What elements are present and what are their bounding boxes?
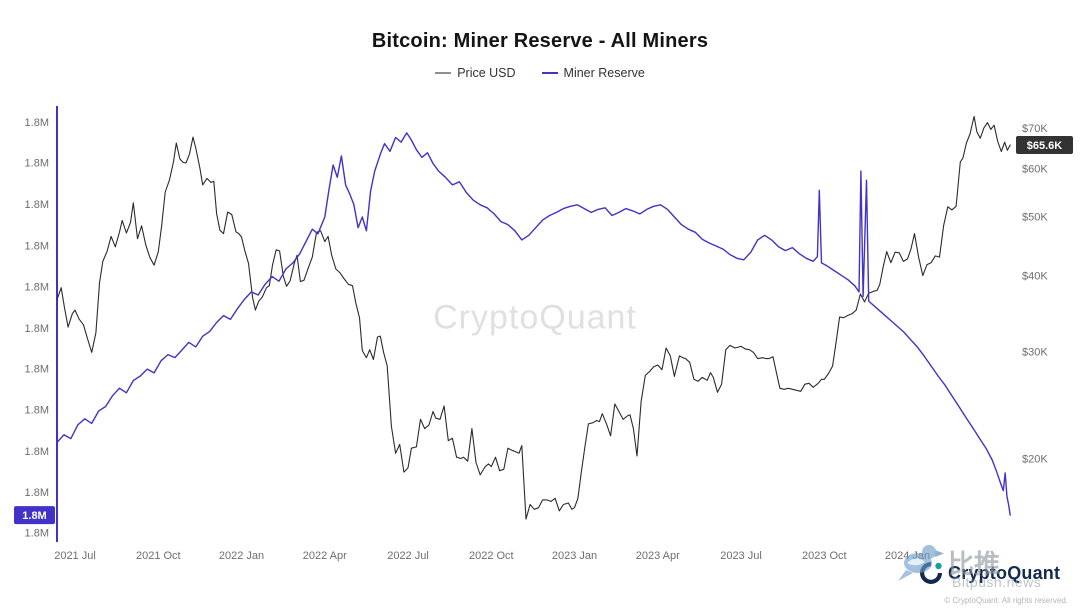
y-axis-left-tick-label: 1.8M [25, 240, 49, 252]
cryptoquant-center-watermark: CryptoQuant [433, 298, 637, 337]
y-axis-right-tick-label: $50K [1022, 212, 1048, 224]
right-current-value-badge [1016, 135, 1073, 154]
chart-title: Bitcoin: Miner Reserve - All Miners [371, 30, 709, 52]
x-axis-tick-label: 2022 Jul [387, 550, 429, 562]
y-axis-left-tick-label: 1.8M [25, 487, 49, 499]
legend-item-price-usd[interactable]: Price USD [435, 66, 516, 80]
cryptoquant-logo-text: CryptoQuant [948, 562, 1061, 583]
y-axis-left-tick-label: 1.8M [25, 363, 49, 375]
y-axis-right-tick-label: $30K [1022, 347, 1048, 359]
y-axis-right-tick-label: $20K [1022, 454, 1048, 466]
chart-legend: Price USD Miner Reserve [0, 66, 1080, 80]
y-axis-left-tick-label: 1.8M [25, 446, 49, 458]
x-axis-tick-label: 2022 Oct [469, 550, 514, 562]
x-axis-tick-label: 2023 Apr [636, 550, 680, 562]
y-axis-left-tick-label: 1.8M [25, 323, 49, 335]
miner-reserve-line-swatch [541, 72, 558, 74]
x-axis-tick-label: 2021 Oct [136, 550, 181, 562]
x-axis-tick-label: 2022 Apr [303, 550, 347, 562]
y-axis-right-tick-label: $70K [1022, 123, 1048, 135]
copyright-text: © CryptoQuant. All rights reserved. [944, 596, 1068, 605]
y-axis-left-tick-label: 1.8M [25, 117, 49, 129]
y-axis-left-tick-label: 1.8M [25, 528, 49, 540]
cryptoquant-logo: CryptoQuant [918, 560, 1060, 586]
y-axis-left-tick-label: 1.8M [25, 199, 49, 211]
y-axis-right-tick-label: $40K [1022, 271, 1048, 283]
legend-label-miner-reserve: Miner Reserve [563, 66, 645, 80]
price-usd-line[interactable] [56, 115, 1011, 520]
left-current-value-label: 1.8M [22, 510, 46, 522]
x-axis-tick-label: 2023 Jul [720, 550, 762, 562]
y-axis-left-tick-label: 1.8M [25, 405, 49, 417]
legend-label-price-usd: Price USD [457, 66, 516, 80]
y-axis-left-tick-label: 1.8M [25, 158, 49, 170]
miner-reserve-line[interactable] [56, 132, 1011, 516]
cryptoquant-swirl-icon [920, 562, 942, 584]
right-current-value-label: $65.6K [1027, 140, 1063, 152]
x-axis-tick-label: 2022 Jan [219, 550, 264, 562]
x-axis-tick-label: 2023 Oct [802, 550, 847, 562]
x-axis-tick-label: 2021 Jul [54, 550, 96, 562]
legend-item-miner-reserve[interactable]: Miner Reserve [541, 66, 645, 80]
y-axis-left-tick-label: 1.8M [25, 282, 49, 294]
price-usd-line-swatch [435, 72, 452, 74]
x-axis-tick-label: 2023 Jan [552, 550, 597, 562]
y-axis-right-tick-label: $60K [1022, 164, 1048, 176]
left-current-value-badge [14, 506, 55, 525]
